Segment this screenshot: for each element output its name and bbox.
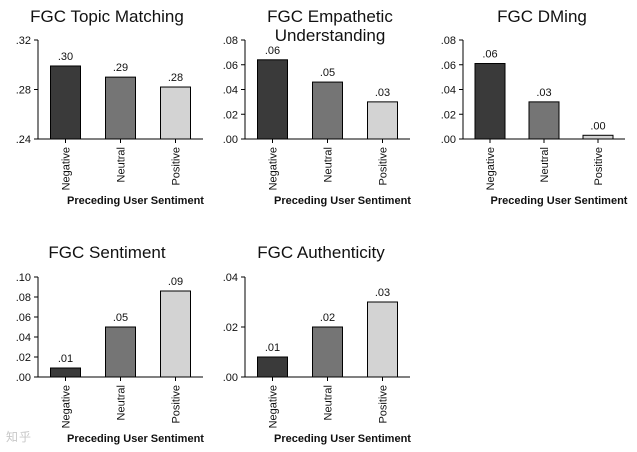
category-label: Positive [378, 385, 390, 424]
data-label: .03 [375, 87, 390, 99]
data-label: .03 [536, 87, 551, 99]
y-tick-label: .06 [441, 60, 456, 72]
y-tick-label: .00 [16, 372, 31, 384]
chart-title: FGC Sentiment [48, 243, 165, 262]
data-label: .06 [482, 49, 497, 61]
bar-neutral [312, 81, 343, 140]
category-label: Positive [378, 147, 390, 186]
data-label: .06 [265, 45, 280, 57]
bar-negative [50, 367, 81, 378]
category-label: Negative [485, 147, 497, 190]
chart-title: FGC DMing [497, 7, 587, 26]
y-tick-label: .32 [16, 35, 31, 47]
y-tick-label: .02 [16, 352, 31, 364]
data-label: .03 [375, 287, 390, 299]
y-tick-label: .00 [223, 372, 238, 384]
category-label: Positive [593, 147, 605, 186]
category-label: Neutral [539, 147, 551, 182]
y-tick-label: .04 [441, 85, 456, 97]
y-tick-label: .00 [223, 134, 238, 146]
bar-neutral [528, 101, 560, 140]
category-label: Neutral [323, 147, 335, 182]
category-label: Negative [268, 385, 280, 428]
y-tick-label: .08 [16, 292, 31, 304]
category-label: Positive [171, 147, 183, 186]
chart-title: FGC Topic Matching [30, 7, 184, 26]
category-label: Negative [61, 147, 73, 190]
chart-panel-5: FGC Authenticity .00 .02 .04 .01 Negative .02 N… [223, 243, 412, 445]
data-label: .05 [113, 312, 128, 324]
category-label: Neutral [323, 385, 335, 420]
data-label: .01 [58, 353, 73, 365]
x-axis-title: Preceding User Sentiment [274, 433, 411, 445]
bar-neutral [105, 326, 136, 378]
data-label: .28 [168, 72, 183, 84]
y-tick-label: .08 [223, 35, 238, 47]
y-tick-label: .02 [223, 109, 238, 121]
bar-negative [474, 63, 506, 140]
data-label: .02 [320, 312, 335, 324]
chart-panel-4: FGC Sentiment .00 .02 .04 .06 .08 .10 .01 Negati… [16, 243, 205, 445]
category-label: Neutral [116, 147, 128, 182]
chart-panel-3: FGC DMing .00 .02 .04 .06 .08 .06 Negative .03 Ne… [441, 7, 628, 207]
y-tick-label: .06 [16, 312, 31, 324]
data-label: .30 [58, 51, 73, 63]
category-label: Negative [61, 385, 73, 428]
watermark: 知乎 [6, 430, 33, 444]
bar-positive [160, 290, 191, 378]
bar-neutral [105, 76, 136, 140]
chart-panel-2: FGC Empathetic Understanding .00 .02 .04 .06.… [223, 7, 412, 207]
y-tick-label: .04 [223, 85, 238, 97]
data-label: .29 [113, 62, 128, 74]
data-label: .01 [265, 342, 280, 354]
y-tick-label: .00 [441, 134, 456, 146]
chart-title: FGC Authenticity [257, 243, 385, 262]
x-axis-title: Preceding User Sentiment [274, 195, 411, 207]
chart-title-line: Understanding [275, 26, 386, 45]
chart-title: FGC Empathetic Understanding [267, 7, 393, 45]
y-tick-label: .08 [441, 35, 456, 47]
data-label: .05 [320, 67, 335, 79]
y-tick-label: .06 [223, 60, 238, 72]
bar-negative [50, 65, 81, 140]
y-tick-label: .24 [16, 134, 31, 146]
data-label: .09 [168, 276, 183, 288]
y-tick-label: .04 [223, 272, 238, 284]
data-label: .00 [590, 120, 605, 132]
bar-negative [257, 59, 288, 140]
category-label: Positive [171, 385, 183, 424]
chart-panel-1: FGC Topic Matching .24 .28 .32 .30 Negative .2… [16, 7, 205, 207]
y-tick-label: .04 [16, 332, 31, 344]
bar-positive [160, 86, 191, 140]
chart-title-line: FGC Empathetic [267, 7, 393, 26]
y-tick-label: .28 [16, 85, 31, 97]
category-label: Negative [268, 147, 280, 190]
y-tick-label: .02 [441, 109, 456, 121]
bar-positive [367, 101, 398, 140]
bar-positive [582, 134, 614, 140]
bar-negative [257, 356, 288, 378]
category-label: Neutral [116, 385, 128, 420]
x-axis-title: Preceding User Sentiment [67, 433, 204, 445]
bar-positive [367, 301, 398, 378]
x-axis-title: Preceding User Sentiment [491, 195, 628, 207]
x-axis-title: Preceding User Sentiment [67, 195, 204, 207]
y-tick-label: .10 [16, 272, 31, 284]
y-tick-label: .02 [223, 322, 238, 334]
bar-neutral [312, 326, 343, 378]
